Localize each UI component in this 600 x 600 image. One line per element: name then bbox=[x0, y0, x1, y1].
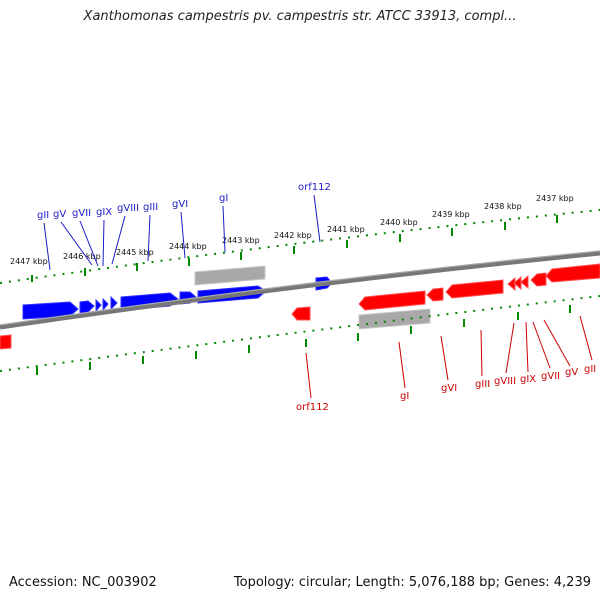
kbp-label: 2446 kbp bbox=[63, 252, 101, 261]
forward-gene-labels: gII gV gVII gIX gVIII gIII gVI gI orf112 bbox=[37, 182, 331, 221]
reverse-gene bbox=[545, 263, 600, 283]
gene-label: gI bbox=[400, 391, 409, 402]
reverse-gene bbox=[291, 306, 311, 321]
kbp-label: 2437 kbp bbox=[536, 194, 574, 203]
kbp-label: 2444 kbp bbox=[169, 242, 207, 251]
forward-gene bbox=[102, 297, 109, 312]
reverse-gene bbox=[426, 287, 444, 302]
genome-backbone bbox=[0, 250, 600, 330]
map-title: Xanthomonas campestris pv. campestris st… bbox=[83, 9, 517, 24]
gene-label: gVI bbox=[172, 199, 188, 210]
gene-label: orf112 bbox=[296, 402, 329, 413]
gene-label: gVI bbox=[441, 383, 457, 394]
forward-label-leaders bbox=[43, 194, 321, 271]
lower-major-ticks bbox=[36, 305, 571, 375]
gene-label: gVII bbox=[72, 208, 91, 219]
grey-feature-upper bbox=[194, 265, 266, 286]
kbp-label: 2439 kbp bbox=[432, 210, 470, 219]
gene-label: gVIII bbox=[117, 203, 139, 214]
gene-label: orf112 bbox=[298, 182, 331, 193]
reverse-gene-labels: orf112 gI gVI gIII gVIII gIX gVII gV gII bbox=[296, 364, 596, 413]
kbp-label: 2445 kbp bbox=[116, 248, 154, 257]
accession-text: Accession: NC_003902 bbox=[9, 575, 157, 590]
forward-gene bbox=[95, 298, 102, 313]
gene-label: gVIII bbox=[494, 376, 516, 387]
upper-major-ticks bbox=[31, 215, 558, 282]
reverse-gene bbox=[0, 334, 12, 350]
grey-feature-lower bbox=[358, 308, 431, 330]
gene-label: gVII bbox=[541, 371, 560, 382]
reverse-gene bbox=[507, 276, 516, 292]
gene-label: gII bbox=[584, 364, 596, 375]
gene-label: gIII bbox=[475, 379, 490, 390]
reverse-label-leaders bbox=[305, 315, 593, 399]
forward-gene bbox=[79, 300, 95, 314]
kbp-label: 2443 kbp bbox=[222, 236, 260, 245]
gene-label: gIX bbox=[96, 207, 112, 218]
reverse-gene bbox=[520, 274, 529, 290]
reverse-gene bbox=[530, 272, 547, 287]
reverse-gene bbox=[358, 290, 426, 311]
forward-gene bbox=[110, 295, 118, 311]
kbp-label: 2438 kbp bbox=[484, 202, 522, 211]
kbp-label: 2442 kbp bbox=[274, 231, 312, 240]
gene-label: gII bbox=[37, 210, 49, 221]
kbp-label: 2441 kbp bbox=[327, 225, 365, 234]
kbp-scale-labels: 2447 kbp 2446 kbp 2445 kbp 2444 kbp 2443… bbox=[10, 194, 574, 266]
genome-stats-text: Topology: circular; Length: 5,076,188 bp… bbox=[233, 575, 591, 590]
forward-strand-genes bbox=[22, 276, 333, 320]
backbone-highlight bbox=[0, 250, 600, 326]
kbp-label: 2440 kbp bbox=[380, 218, 418, 227]
reverse-strand-genes bbox=[0, 263, 600, 350]
forward-gene bbox=[22, 301, 79, 320]
reverse-gene bbox=[445, 279, 504, 299]
gene-label: gI bbox=[219, 193, 228, 204]
kbp-label: 2447 kbp bbox=[10, 257, 48, 266]
gene-label: gIX bbox=[520, 374, 536, 385]
gene-label: gV bbox=[565, 367, 578, 378]
reverse-gene bbox=[513, 275, 522, 291]
gene-label: gIII bbox=[143, 202, 158, 213]
gene-label: gV bbox=[53, 209, 66, 220]
